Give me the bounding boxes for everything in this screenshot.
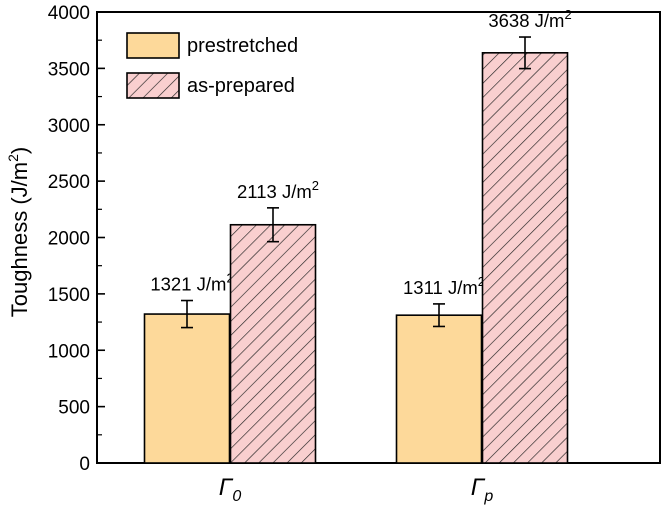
x-tick-label: Γ0 bbox=[219, 474, 242, 505]
y-tick-label: 2500 bbox=[48, 172, 90, 193]
legend: prestretched as-prepared bbox=[126, 32, 298, 99]
y-axis-title-superscript: 2 bbox=[5, 154, 21, 162]
error-bar bbox=[267, 207, 279, 243]
y-axis-title-close: ) bbox=[7, 147, 32, 154]
data-label: 1321 J/m2 bbox=[150, 271, 233, 295]
legend-label-prestretched: prestretched bbox=[187, 35, 298, 57]
y-axis: 0 500 1000 1500 2000 2500 3000 3500 4000 bbox=[48, 3, 105, 475]
plot-area: 1321 J/m2 1311 J/m2 2113 J/m2 3638 J/m2 bbox=[96, 7, 661, 464]
legend-label-as-prepared: as-prepared bbox=[187, 75, 295, 97]
bar-as-prepared-1 bbox=[229, 223, 317, 464]
y-tick-label: 1000 bbox=[48, 341, 90, 362]
error-bar bbox=[181, 299, 193, 329]
y-tick-label: 2000 bbox=[48, 229, 90, 250]
y-tick-label: 3500 bbox=[48, 59, 90, 80]
error-bar bbox=[519, 36, 531, 70]
y-tick-label: 0 bbox=[79, 454, 90, 475]
y-tick-label: 3000 bbox=[48, 116, 90, 137]
bar-prestretched-2 bbox=[395, 314, 483, 464]
bar-prestretched-1 bbox=[143, 313, 231, 464]
y-axis-title-text: Toughness (J/m bbox=[7, 162, 32, 317]
y-tick-label: 1500 bbox=[48, 285, 90, 306]
data-label: 2113 J/m2 bbox=[237, 178, 319, 202]
y-axis-title: Toughness (J/m2) bbox=[5, 147, 32, 317]
legend-swatch-prestretched bbox=[126, 32, 180, 59]
error-bar bbox=[433, 303, 445, 328]
x-axis: Γ0 Γp bbox=[219, 455, 494, 505]
bar-as-prepared-2 bbox=[481, 52, 569, 464]
x-tick-label: Γp bbox=[471, 474, 494, 505]
data-label: 3638 J/m2 bbox=[488, 7, 571, 31]
y-tick-label: 500 bbox=[58, 398, 90, 419]
legend-swatch-as-prepared bbox=[126, 72, 180, 99]
y-tick-label: 4000 bbox=[48, 3, 90, 24]
data-label: 1311 J/m2 bbox=[403, 274, 485, 298]
